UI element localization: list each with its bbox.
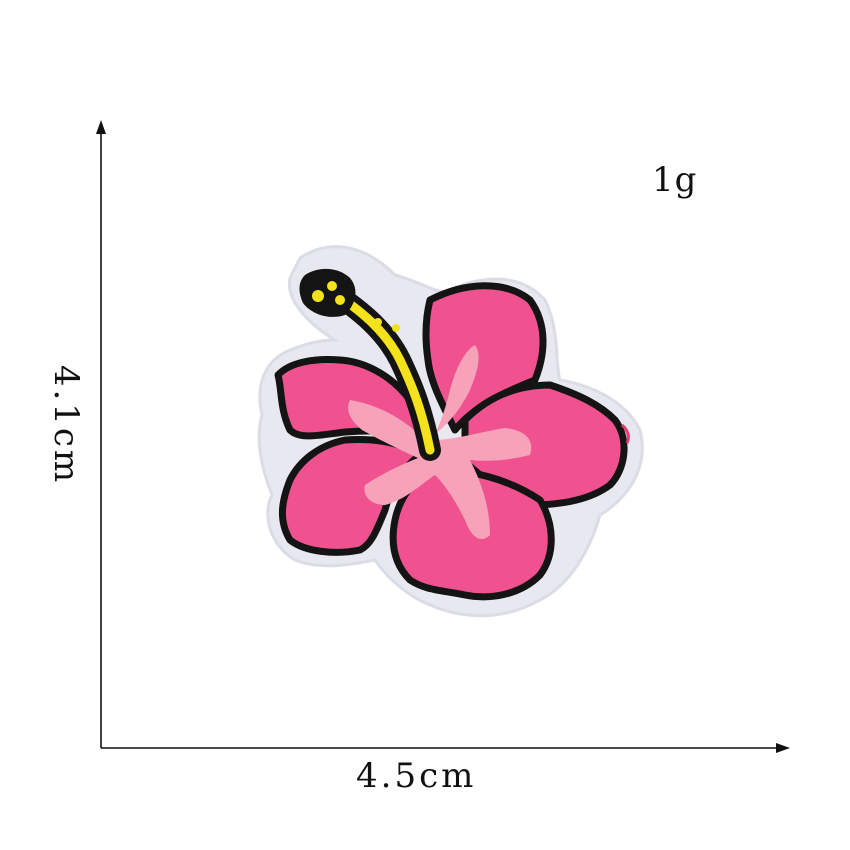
patch-edge-detail (620, 423, 630, 444)
weight-label: 1g (652, 160, 698, 200)
horizontal-axis-arrowhead (776, 743, 790, 753)
width-dimension-label: 4.5cm (356, 756, 477, 796)
stamen-stalk-yellow (325, 285, 435, 455)
hibiscus-patch-image (257, 245, 644, 618)
stamen-top (299, 268, 356, 317)
petal-center-light (348, 345, 532, 540)
stamen-pollen (312, 281, 400, 332)
height-dimension-label: 4.1cm (46, 364, 86, 486)
petal-left-lower (278, 436, 424, 556)
vertical-axis-arrowhead (96, 120, 106, 134)
